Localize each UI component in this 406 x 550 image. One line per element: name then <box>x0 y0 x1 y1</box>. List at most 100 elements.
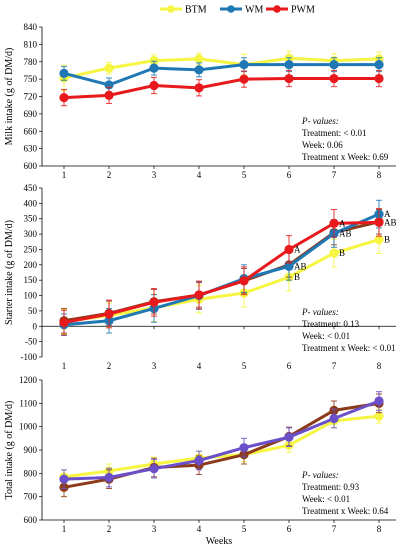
x-tick-label: 4 <box>197 361 202 371</box>
y-tick-label: 0 <box>33 321 38 331</box>
data-point <box>374 73 384 84</box>
data-point <box>149 63 159 73</box>
y-tick-label: 700 <box>24 492 38 502</box>
data-point <box>239 60 249 70</box>
legend-label: PWM <box>291 5 315 16</box>
p-value-line: Treatment x Week: < 0.01 <box>302 343 396 353</box>
data-point <box>374 235 384 245</box>
significance-letter: A <box>294 244 301 254</box>
x-tick-label: 6 <box>287 170 292 180</box>
x-tick-label: 4 <box>197 170 202 180</box>
series-wm <box>59 57 384 93</box>
data-point <box>104 309 114 319</box>
data-point <box>239 443 249 453</box>
series-line <box>63 220 380 325</box>
panel-3: 600 700 800 900 1000 1100 1200 1 2 3 4 5 6 7 8 Total in… <box>4 375 396 547</box>
p-value-line: Week: 0.06 <box>302 140 343 150</box>
legend-marker <box>227 5 235 13</box>
data-point <box>329 60 339 70</box>
data-point <box>284 244 294 255</box>
y-tick-label: 250 <box>24 244 38 254</box>
data-point <box>284 73 294 84</box>
series-line <box>63 63 379 87</box>
data-point <box>149 464 159 474</box>
panel-1: 600 630 660 690 720 750 780 810 840 1 2 3 4 5 6 7 8 Milk … <box>4 22 396 180</box>
x-tick-label: 3 <box>152 361 157 371</box>
y-tick-label: -100 <box>21 352 38 362</box>
y-tick-label: 630 <box>24 144 38 154</box>
x-tick-label: 2 <box>107 170 112 180</box>
y-axis-label: Milk intake (g of DM/d) <box>4 48 15 146</box>
data-point <box>59 474 69 484</box>
y-tick-label: 840 <box>24 22 38 32</box>
x-tick-label: 7 <box>332 361 337 371</box>
data-point <box>284 60 294 70</box>
x-tick-label: 8 <box>377 524 382 534</box>
data-point <box>329 73 339 84</box>
x-tick-label: 7 <box>332 524 337 534</box>
data-point <box>374 411 384 421</box>
series-pwm <box>59 208 384 336</box>
p-value-line: Treatment: 0.13 <box>302 319 360 329</box>
data-point <box>374 60 384 70</box>
data-point <box>194 455 204 466</box>
x-tick-label: 3 <box>152 170 157 180</box>
series-line <box>63 56 380 80</box>
data-point <box>59 93 69 103</box>
x-tick-label: 5 <box>242 170 247 180</box>
data-point <box>149 80 159 91</box>
x-tick-label: 1 <box>62 524 67 534</box>
y-tick-label: 400 <box>24 198 38 208</box>
x-tick-label: 8 <box>377 170 382 180</box>
y-tick-label: -50 <box>25 337 37 347</box>
data-point <box>284 261 294 271</box>
p-values-annotation: P- values: Treatment: 0.13 Week: < 0.01 Tre… <box>301 307 396 353</box>
data-point <box>239 74 249 84</box>
p-values-title: P- values: <box>301 307 339 317</box>
y-tick-label: 350 <box>24 214 38 224</box>
legend-marker <box>167 5 175 13</box>
y-tick-label: 600 <box>24 515 38 525</box>
p-values-title: P- values: <box>301 116 339 126</box>
y-tick-label: 100 <box>24 291 38 301</box>
data-point <box>374 396 384 406</box>
y-tick-label: 720 <box>24 92 38 102</box>
data-point <box>329 218 339 228</box>
significance-letter: B <box>384 235 390 245</box>
data-point <box>284 432 294 442</box>
x-tick-label: 5 <box>242 524 247 534</box>
data-point <box>59 68 69 78</box>
y-tick-label: 300 <box>24 229 38 239</box>
legend-marker <box>273 5 281 13</box>
y-tick-label: 1200 <box>19 375 38 385</box>
data-point <box>104 472 114 483</box>
y-tick-label: 150 <box>24 275 38 285</box>
data-point <box>59 317 69 328</box>
data-point <box>194 290 204 300</box>
data-point <box>104 63 114 73</box>
legend-label: BTM <box>185 5 207 16</box>
panel-2: -100 -50 0 50 100 150 200 250 300 350 400 450 1 2 3 4 5 6… <box>4 183 397 371</box>
p-values-title: P- values: <box>301 470 339 480</box>
y-tick-label: 900 <box>24 445 38 455</box>
legend-item-pwm: PWM <box>266 5 315 16</box>
x-tick-label: 1 <box>62 361 67 371</box>
y-tick-label: 750 <box>24 74 38 84</box>
significance-letter: A <box>339 218 346 228</box>
significance-letter: B <box>294 272 300 282</box>
x-axis-label: Weeks <box>206 536 233 547</box>
data-point <box>194 54 204 64</box>
series-unnamed-2 <box>59 391 384 489</box>
p-value-line: Treatment x Week: 0.69 <box>302 152 389 162</box>
data-point <box>149 55 159 66</box>
y-tick-label: 450 <box>24 183 38 193</box>
x-tick-label: 7 <box>332 170 337 180</box>
p-value-line: Week: < 0.01 <box>302 331 350 341</box>
x-tick-label: 1 <box>62 170 67 180</box>
x-tick-label: 4 <box>197 524 202 534</box>
x-tick-label: 2 <box>107 361 112 371</box>
x-tick-label: 6 <box>287 524 292 534</box>
series-line <box>63 399 380 481</box>
p-values-annotation: P- values: Treatment: < 0.01 Week: 0.06 Tre… <box>301 116 389 162</box>
